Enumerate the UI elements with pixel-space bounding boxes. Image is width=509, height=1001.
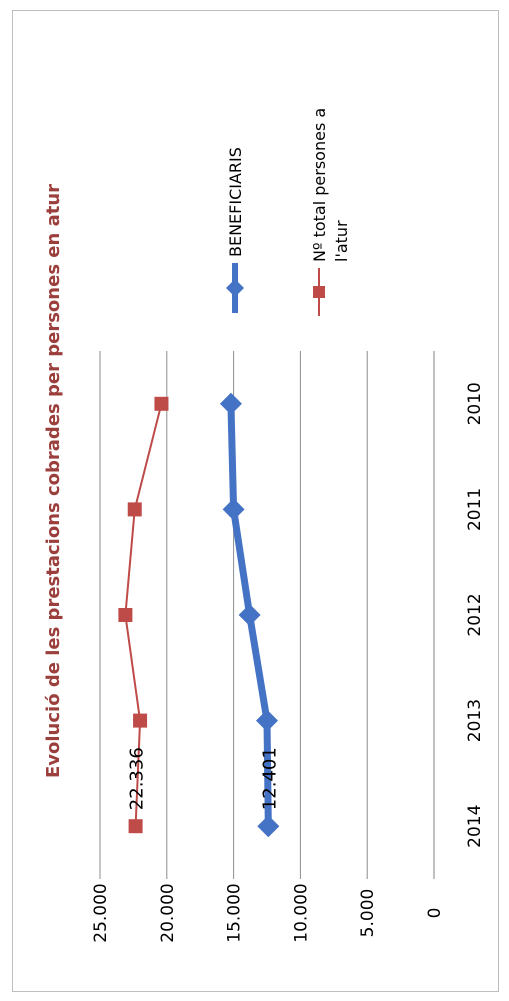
legend-key-marker: [226, 279, 244, 297]
data-point: [256, 709, 278, 732]
line-chart: 12.401 22.336 0 5.000 10.000 15.000 20.000 25.…: [43, 108, 485, 943]
legend-label: BENEFICIARIS: [226, 147, 245, 257]
x-tick-label: 2013: [465, 699, 485, 742]
y-tick-label: 5.000: [358, 889, 378, 938]
legend-label: l'atur: [332, 220, 351, 262]
legend: BENEFICIARIS Nº total persones a l'atur: [226, 108, 351, 316]
data-point: [127, 502, 142, 517]
data-point: [133, 713, 148, 728]
y-tick-label: 0: [425, 908, 445, 919]
chart-title: Evolució de les prestacions cobrades per…: [43, 184, 64, 778]
y-tick-label: 15.000: [225, 883, 245, 942]
data-point: [154, 396, 169, 411]
data-point: [128, 819, 143, 834]
data-point: [118, 608, 133, 622]
data-point: [222, 498, 245, 521]
x-tick-label: 2014: [465, 805, 485, 848]
x-tick-label: 2010: [465, 382, 485, 425]
x-tick-label: 2011: [465, 488, 485, 531]
legend-key-marker: [313, 286, 325, 298]
y-tick-label: 25.000: [91, 883, 111, 942]
data-point: [257, 815, 280, 838]
legend-label: Nº total persones a: [310, 108, 329, 262]
data-point: [238, 604, 261, 626]
series-layer: 12.401 22.336: [118, 392, 280, 838]
chart-frame: 12.401 22.336 0 5.000 10.000 15.000 20.000 25.…: [12, 10, 499, 992]
data-point: [219, 392, 242, 415]
axis-ticks: 0 5.000 10.000 15.000 20.000 25.000 2010 2011 20…: [91, 382, 485, 943]
x-tick-label: 2012: [465, 593, 485, 636]
y-tick-label: 20.000: [158, 883, 178, 942]
data-label: 12.401: [259, 747, 280, 810]
data-label: 22.336: [127, 747, 148, 810]
y-tick-label: 10.000: [291, 883, 311, 942]
